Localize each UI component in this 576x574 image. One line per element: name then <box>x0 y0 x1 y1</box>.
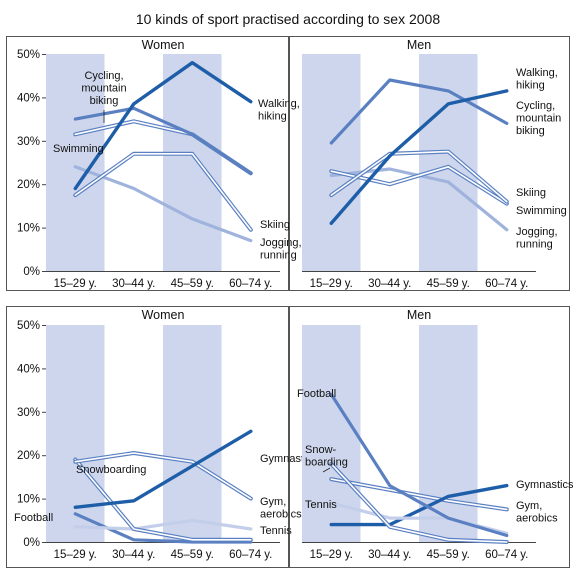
panel-1: Women 0% 10% 20% 30% 40% 50% 15–29 y. 30–44 y. 45… <box>6 36 302 291</box>
column-band <box>302 325 361 542</box>
series-label: Gym, aerobics <box>260 496 302 521</box>
column-band <box>163 54 222 271</box>
panel-title: Women <box>142 38 185 52</box>
x-tick-label: 45–59 y. <box>427 278 470 290</box>
series-label: Snow-boarding <box>305 444 348 469</box>
series-label: Tennis <box>260 525 292 537</box>
x-tick-label: 60–74 y. <box>485 278 528 290</box>
series-label: Skiing <box>516 187 546 199</box>
y-tick-label: 0% <box>23 537 40 549</box>
x-tick-label: 45–59 y. <box>171 549 214 561</box>
panel-3: Women 0% 10% 20% 30% 40% 50% 15–29 y. 30–44 y. 45… <box>6 306 318 568</box>
column-band <box>419 325 478 542</box>
column-band <box>46 325 105 542</box>
series-line-walking-hiking <box>73 61 253 191</box>
panel-title: Men <box>407 308 431 322</box>
series-label: Skiing <box>260 219 290 231</box>
x-tick-label: 45–59 y. <box>427 549 470 561</box>
y-tick-label: 0% <box>23 266 40 278</box>
x-tick-label: 30–44 y. <box>112 278 155 290</box>
panel-frame <box>289 306 570 568</box>
panel-frame <box>6 36 289 291</box>
series-label: Jogging, running <box>260 237 302 262</box>
y-tick-label: 30% <box>17 407 40 419</box>
y-tick-label: 10% <box>17 494 40 506</box>
series-label: Cycling, mountain biking <box>516 100 561 137</box>
x-tick-label: 60–74 y. <box>229 278 272 290</box>
series-label: Swimming <box>516 205 567 217</box>
series-line-skiing <box>329 149 509 204</box>
series-line-snowboarding <box>329 461 509 544</box>
x-tick-label: 30–44 y. <box>112 549 155 561</box>
series-line-football <box>329 392 509 538</box>
series-label: Jogging, running <box>516 226 558 251</box>
figure-title: 10 kinds of sport practised according to… <box>136 11 441 27</box>
series-label: Swimming <box>53 143 104 155</box>
x-tick-label: 15–29 y. <box>310 278 353 290</box>
y-tick-label: 40% <box>17 92 40 104</box>
series-line-jogging-running <box>73 165 253 243</box>
y-tick-label: 20% <box>17 450 40 462</box>
series-label: Tennis <box>305 499 337 511</box>
panel-2: Men 15–29 y. 30–44 y. 45–59 y. 60–74 y. Walki… <box>289 36 570 291</box>
series-label: Football <box>14 512 53 524</box>
x-tick-label: 60–74 y. <box>485 549 528 561</box>
series-line-swimming <box>329 164 509 206</box>
series-line-gym-aerobics <box>73 451 253 501</box>
x-tick-label: 15–29 y. <box>54 549 97 561</box>
panel-4: Men 15–29 y. 30–44 y. 45–59 y. 60–74 y. Footb… <box>289 306 574 568</box>
series-line-cycling-mountain-biking <box>73 106 253 175</box>
series-line-gymnastics <box>329 483 509 527</box>
panel-title: Women <box>142 308 185 322</box>
series-line-walking-hiking <box>329 89 509 225</box>
panel-frame <box>289 36 570 291</box>
series-label: Gym, aerobics <box>516 500 558 525</box>
x-tick-label: 30–44 y. <box>368 549 411 561</box>
y-tick-label: 30% <box>17 136 40 148</box>
y-tick-label: 10% <box>17 223 40 235</box>
y-tick-label: 40% <box>17 363 40 375</box>
series-line-cycling-mountain-biking <box>329 78 509 145</box>
series-label: Snowboarding <box>76 464 146 476</box>
series-line-snowboarding <box>73 457 253 542</box>
y-tick-label: 20% <box>17 179 40 191</box>
x-tick-label: 45–59 y. <box>171 278 214 290</box>
x-tick-label: 60–74 y. <box>229 549 272 561</box>
label-leader-line <box>322 467 331 473</box>
series-line-tennis <box>73 518 253 531</box>
series-line-gym-aerobics <box>329 477 509 512</box>
series-label: Walking, hiking <box>258 98 300 123</box>
series-line-gymnastics <box>73 429 253 509</box>
x-tick-label: 15–29 y. <box>310 549 353 561</box>
panel-frame <box>6 306 289 568</box>
series-line-skiing <box>73 151 253 232</box>
y-tick-label: 50% <box>17 49 40 61</box>
series-label: Cycling, mountain biking <box>81 70 126 107</box>
y-tick-label: 50% <box>17 320 40 332</box>
series-label: Gymnastics <box>516 479 574 491</box>
x-tick-label: 15–29 y. <box>54 278 97 290</box>
column-band <box>163 325 222 542</box>
column-band <box>302 54 361 271</box>
series-label: Football <box>297 388 336 400</box>
x-tick-label: 30–44 y. <box>368 278 411 290</box>
panel-title: Men <box>407 38 431 52</box>
series-label: Walking, hiking <box>516 67 558 92</box>
